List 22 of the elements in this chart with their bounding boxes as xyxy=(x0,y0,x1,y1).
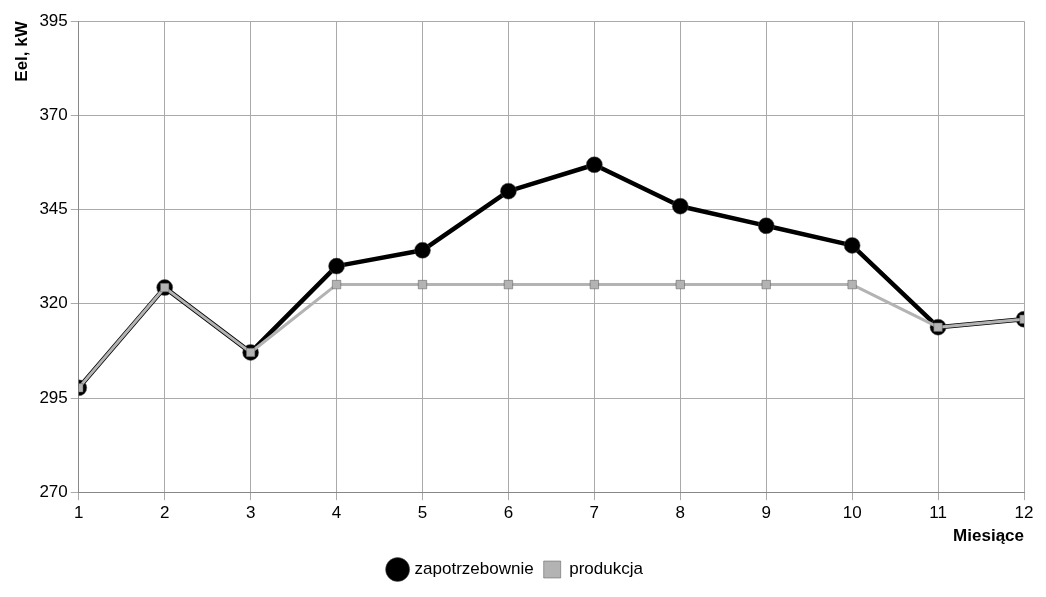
x-tick-label: 10 xyxy=(842,503,862,523)
y-tick-label: 270 xyxy=(39,481,68,501)
y-axis-title: Eel, kW xyxy=(11,20,31,82)
legend-label: produkcja xyxy=(569,559,644,579)
y-tick-label: 320 xyxy=(39,293,68,313)
x-tick-label: 11 xyxy=(929,503,947,523)
x-axis-title: Miesiące xyxy=(953,526,1024,546)
y-tick-label: 295 xyxy=(39,387,68,407)
y-tick-label: 370 xyxy=(39,105,68,125)
x-tick-label: 4 xyxy=(331,503,342,523)
x-tick-label: 6 xyxy=(503,503,514,523)
x-tick-label: 9 xyxy=(761,503,771,523)
y-tick-label: 345 xyxy=(39,199,68,219)
x-tick-label: 12 xyxy=(1014,503,1034,523)
legend-label: zapotrzebownie xyxy=(414,559,534,579)
x-tick-label: 8 xyxy=(675,503,686,523)
x-tick-label: 3 xyxy=(245,503,256,523)
y-tick-label: 395 xyxy=(39,10,68,30)
x-tick-label: 7 xyxy=(589,503,600,523)
x-tick-label: 2 xyxy=(159,503,170,523)
x-tick-label: 5 xyxy=(417,503,428,523)
x-tick-label: 1 xyxy=(74,503,84,523)
